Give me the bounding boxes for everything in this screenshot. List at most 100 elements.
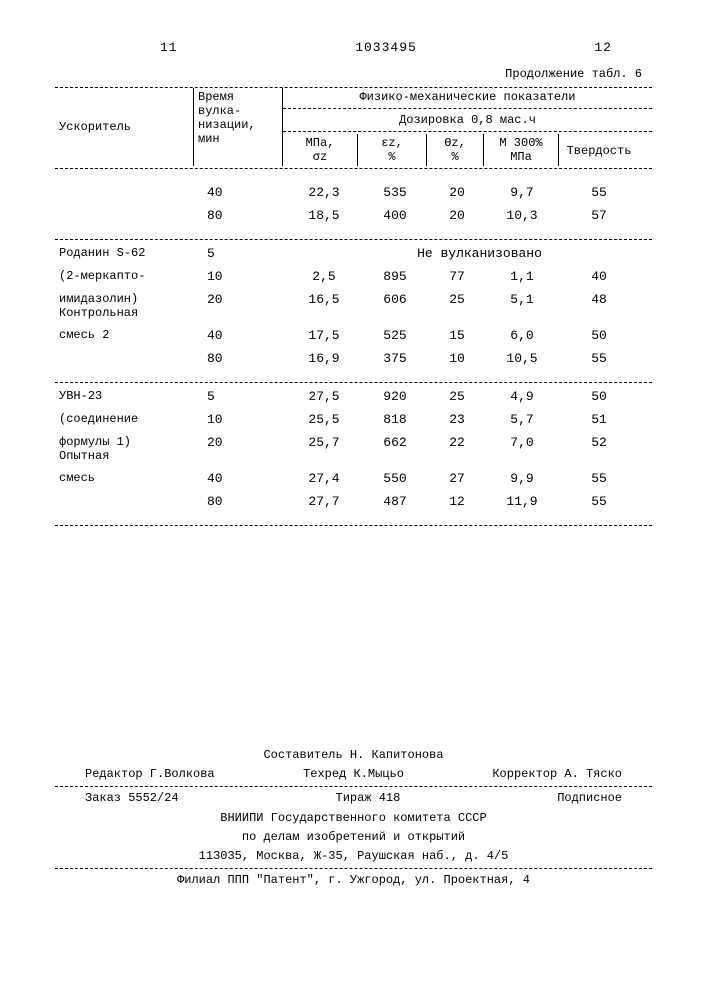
cell-hard: 55 xyxy=(559,351,639,366)
cell-m300: 9,7 xyxy=(485,185,559,200)
header-physmech: Физико-механические показатели xyxy=(283,88,652,106)
cell-time: 40 xyxy=(189,185,287,200)
cell-acc-l2: Опытная xyxy=(59,449,109,463)
header-m300: М 300% МПа xyxy=(484,134,559,166)
dash-divider xyxy=(55,382,652,383)
cell-acc xyxy=(55,351,189,366)
header-ez: εz, % xyxy=(358,134,427,166)
cell-mpa: 25,5 xyxy=(287,412,361,427)
header-hardness: Твердость xyxy=(559,134,639,166)
cell-m300: 6,0 xyxy=(485,328,559,343)
footer-order-row: Заказ 5552/24 Тираж 418 Подписное xyxy=(55,789,652,808)
cell-oz: 20 xyxy=(429,208,485,223)
cell-acc xyxy=(55,208,189,223)
dash-divider xyxy=(55,786,652,787)
cell-acc: смесь 2 xyxy=(55,328,189,343)
page-numbers: 11 1033495 12 xyxy=(160,40,612,55)
cell-m300: 9,9 xyxy=(485,471,559,486)
cell-time: 80 xyxy=(189,494,287,509)
cell-ez: 535 xyxy=(361,185,429,200)
page-left-num: 11 xyxy=(160,40,178,55)
cell-hard: 55 xyxy=(559,185,639,200)
document-number: 1033495 xyxy=(355,40,417,55)
cell-time: 20 xyxy=(189,292,287,320)
cell-mpa: 27,4 xyxy=(287,471,361,486)
cell-hard: 48 xyxy=(559,292,639,320)
page-right-num: 12 xyxy=(594,40,612,55)
cell-acc xyxy=(55,185,189,200)
cell-ez: 487 xyxy=(361,494,429,509)
dash-divider xyxy=(283,108,652,109)
cell-mpa: 25,7 xyxy=(287,435,361,463)
dash-divider xyxy=(55,239,652,240)
cell-time: 10 xyxy=(189,412,287,427)
cell-acc: смесь xyxy=(55,471,189,486)
table-row: формулы 1)Опытная 20 25,7 662 22 7,0 52 xyxy=(55,431,652,467)
footer-copies: Тираж 418 xyxy=(336,789,401,808)
header-oz: Өz, % xyxy=(427,134,484,166)
footer-addr: 113035, Москва, Ж-35, Раушская наб., д. … xyxy=(55,847,652,866)
cell-ez: 920 xyxy=(361,389,429,404)
cell-hard: 57 xyxy=(559,208,639,223)
footer-order: Заказ 5552/24 xyxy=(85,789,179,808)
cell-time: 40 xyxy=(189,328,287,343)
cell-m300: 5,1 xyxy=(485,292,559,320)
cell-hard: 40 xyxy=(559,269,639,284)
cell-time: 40 xyxy=(189,471,287,486)
table-row: (соединение 10 25,5 818 23 5,7 51 xyxy=(55,408,652,431)
cell-ez: 895 xyxy=(361,269,429,284)
cell-oz: 22 xyxy=(429,435,485,463)
cell-acc: УВН-23 xyxy=(55,389,189,404)
footer-credits-row: Редактор Г.Волкова Техред К.Мыцьо Коррек… xyxy=(55,765,652,784)
cell-time: 80 xyxy=(189,208,287,223)
cell-ez: 606 xyxy=(361,292,429,320)
cell-oz: 23 xyxy=(429,412,485,427)
footer: Составитель Н. Капитонова Редактор Г.Вол… xyxy=(55,746,652,890)
cell-hard: 55 xyxy=(559,494,639,509)
cell-hard: 50 xyxy=(559,389,639,404)
cell-oz: 15 xyxy=(429,328,485,343)
cell-hard: 55 xyxy=(559,471,639,486)
cell-acc: имидазолин)Контрольная xyxy=(55,292,189,320)
table-header: Ускоритель Время вулка- низации, мин Физ… xyxy=(55,87,652,166)
table-row: смесь 40 27,4 550 27 9,9 55 xyxy=(55,467,652,490)
footer-corr: Корректор А. Тяско xyxy=(492,765,622,784)
cell-hard: 50 xyxy=(559,328,639,343)
header-vulctime: Время вулка- низации, мин xyxy=(194,88,283,166)
dash-divider xyxy=(55,525,652,526)
cell-oz: 25 xyxy=(429,389,485,404)
cell-acc: Роданин S-62 xyxy=(55,246,189,261)
cell-time: 5 xyxy=(189,246,287,261)
header-subcolumns: МПа, σz εz, % Өz, % М 300% МПа Твердость xyxy=(283,134,652,166)
cell-mpa: 18,5 xyxy=(287,208,361,223)
page-container: 11 1033495 12 Продолжение табл. 6 Ускори… xyxy=(0,0,707,890)
cell-hard: 51 xyxy=(559,412,639,427)
cell-m300: 1,1 xyxy=(485,269,559,284)
cell-time: 5 xyxy=(189,389,287,404)
cell-ez: 400 xyxy=(361,208,429,223)
cell-hard: 52 xyxy=(559,435,639,463)
cell-oz: 10 xyxy=(429,351,485,366)
cell-mpa: 2,5 xyxy=(287,269,361,284)
cell-oz: 25 xyxy=(429,292,485,320)
table-row: УВН-23 5 27,5 920 25 4,9 50 xyxy=(55,385,652,408)
cell-m300: 7,0 xyxy=(485,435,559,463)
continuation-label: Продолжение табл. 6 xyxy=(55,67,642,81)
cell-ez: 525 xyxy=(361,328,429,343)
table-row: 80 16,9 375 10 10,5 55 xyxy=(55,347,652,370)
footer-compiler: Составитель Н. Капитонова xyxy=(55,746,652,765)
cell-oz: 27 xyxy=(429,471,485,486)
cell-ez: 662 xyxy=(361,435,429,463)
cell-m300: 4,9 xyxy=(485,389,559,404)
cell-oz: 12 xyxy=(429,494,485,509)
cell-m300: 11,9 xyxy=(485,494,559,509)
dash-divider xyxy=(55,168,652,169)
cell-m300: 5,7 xyxy=(485,412,559,427)
cell-mpa: 16,5 xyxy=(287,292,361,320)
table-row: (2-меркапто- 10 2,5 895 77 1,1 40 xyxy=(55,265,652,288)
cell-acc-l1: формулы 1) xyxy=(59,435,131,449)
cell-acc-l2: Контрольная xyxy=(59,306,138,320)
cell-mpa: 27,7 xyxy=(287,494,361,509)
table-row: 40 22,3 535 20 9,7 55 xyxy=(55,181,652,204)
cell-mpa: 16,9 xyxy=(287,351,361,366)
